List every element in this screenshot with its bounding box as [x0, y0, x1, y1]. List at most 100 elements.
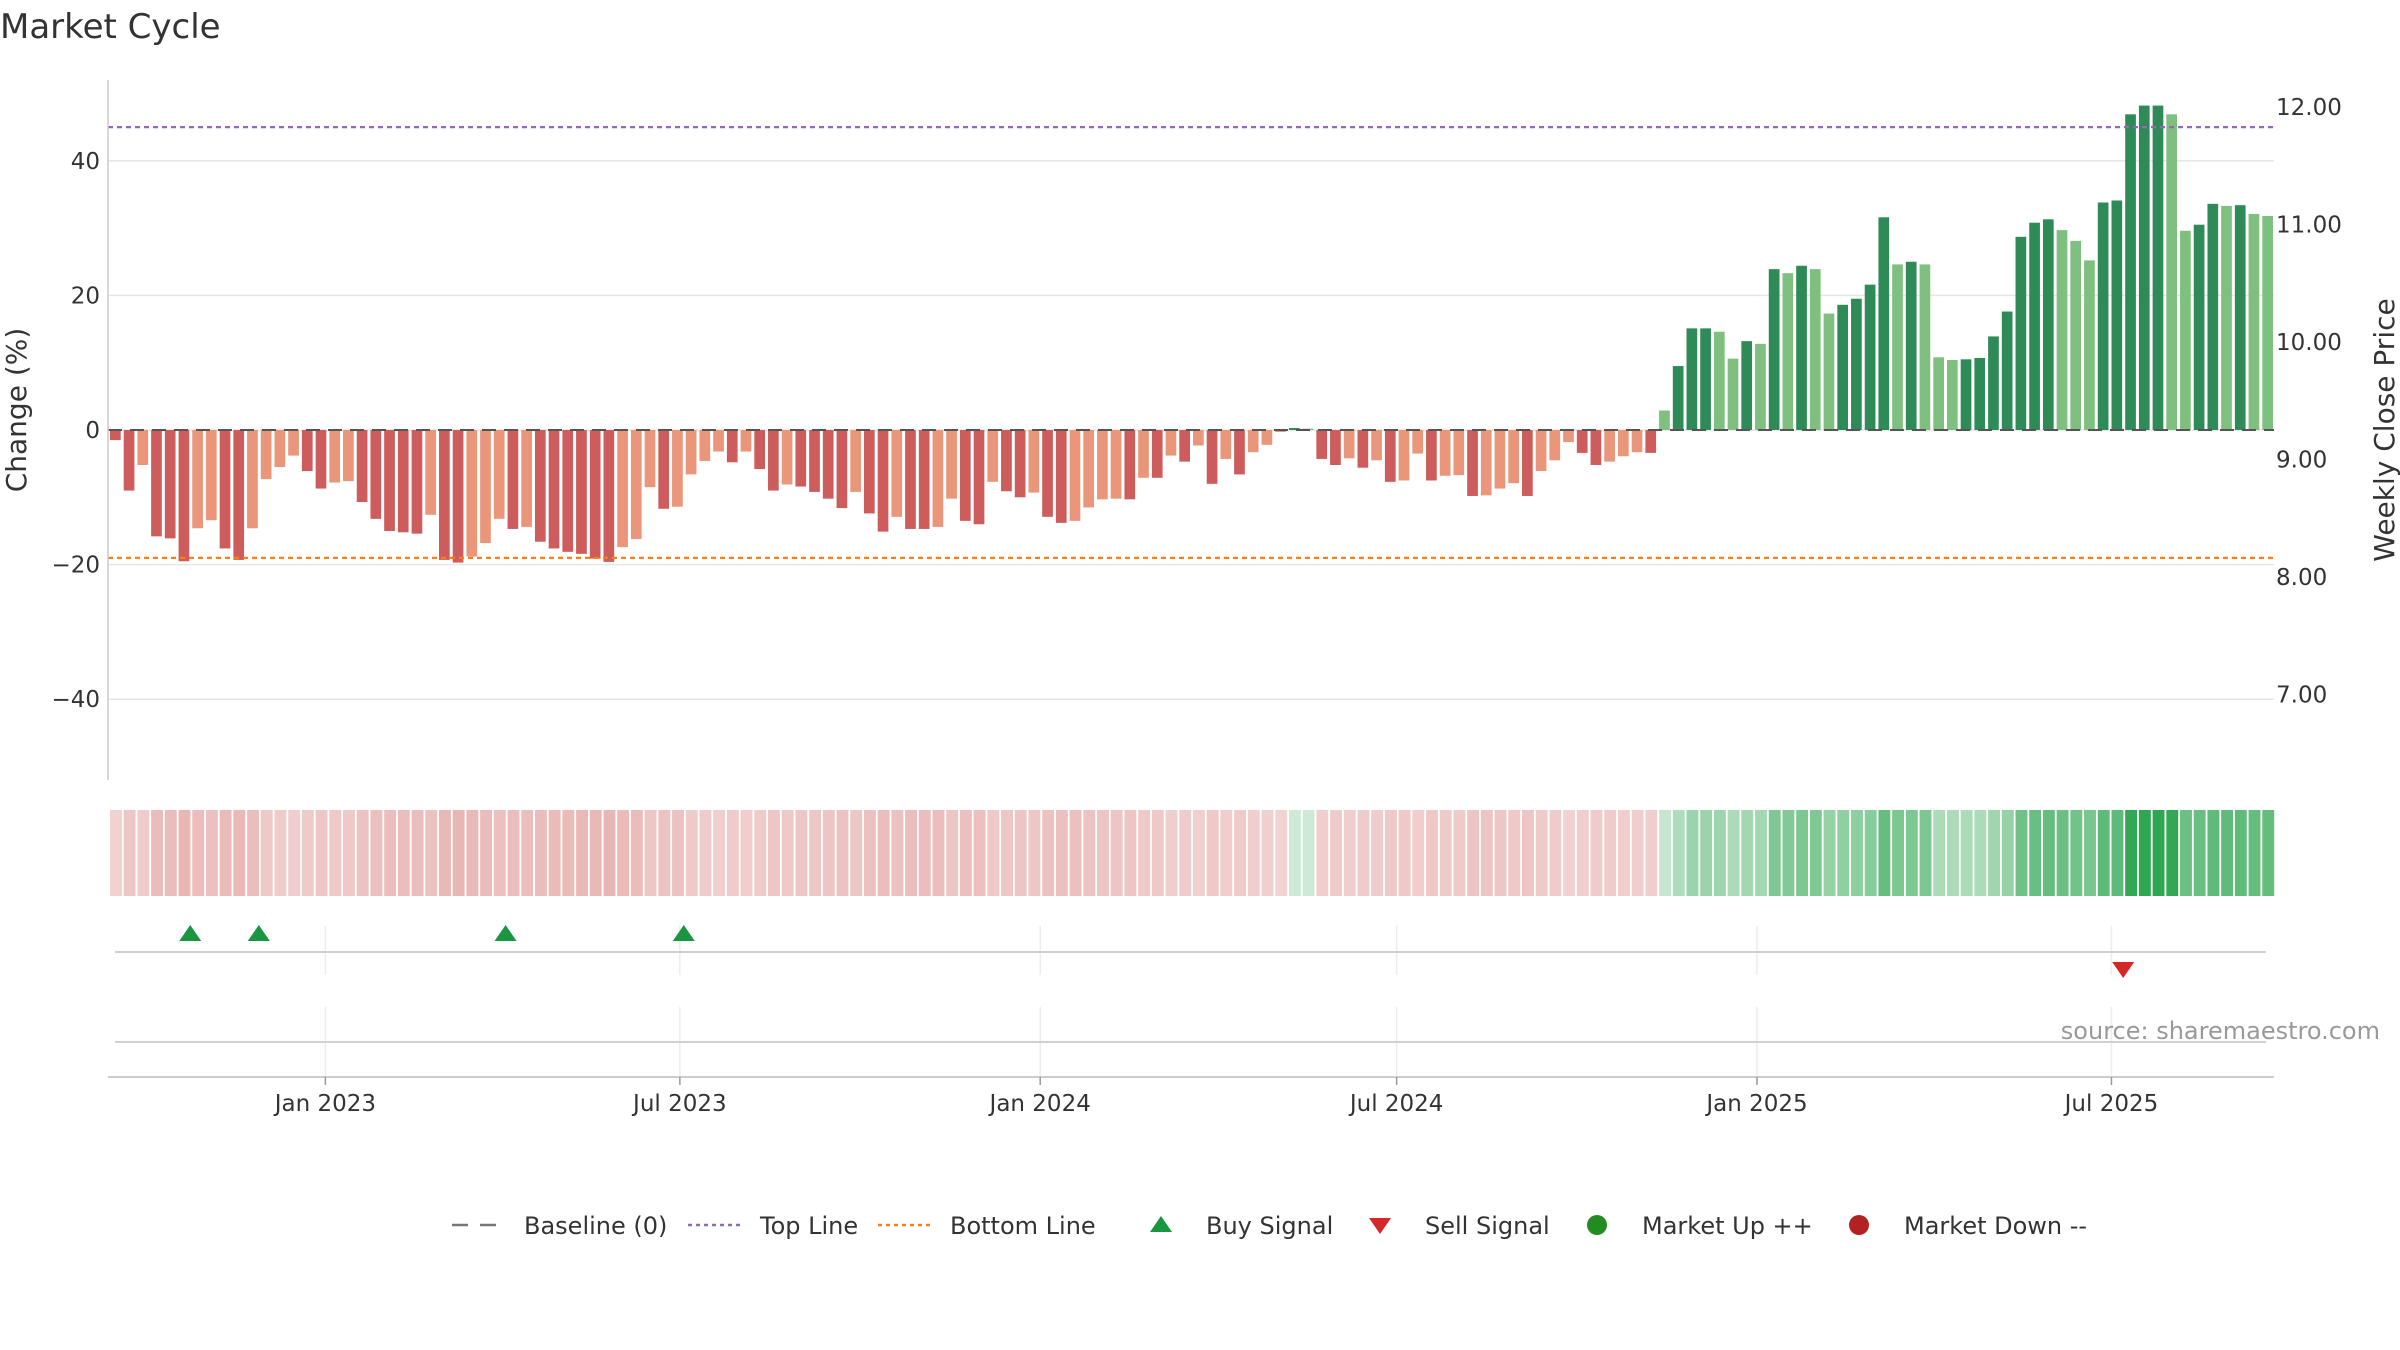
bar — [672, 430, 683, 507]
intensity-cell — [219, 810, 232, 896]
intensity-cell — [1371, 810, 1384, 896]
bar — [164, 430, 176, 539]
y2-tick-label: 12.00 — [2276, 95, 2342, 121]
bar — [1069, 430, 1081, 521]
intensity-cell — [1631, 810, 1644, 896]
bar — [1288, 427, 1300, 430]
intensity-cell — [617, 810, 630, 896]
triangle-down-icon — [1369, 1218, 1391, 1234]
bar — [1124, 430, 1136, 500]
bar — [932, 430, 944, 527]
y-tick-label: −40 — [51, 687, 100, 713]
bar — [507, 430, 519, 529]
intensity-cell — [548, 810, 561, 896]
intensity-cell — [1960, 810, 1973, 896]
bar — [987, 430, 999, 482]
intensity-cell — [891, 810, 904, 896]
intensity-cell — [1933, 810, 1946, 896]
intensity-cell — [959, 810, 972, 896]
bar — [2042, 219, 2054, 430]
y-tick-label: −20 — [51, 553, 100, 579]
y2-tick-label: 11.00 — [2276, 212, 2342, 238]
intensity-cell — [397, 810, 410, 896]
bar — [1357, 430, 1369, 468]
x-tick-label: Jul 2024 — [1348, 1091, 1444, 1117]
intensity-cell — [1453, 810, 1466, 896]
bar — [1933, 357, 1944, 430]
x-tick-label: Jan 2023 — [273, 1091, 376, 1117]
bar — [2029, 222, 2040, 430]
intensity-cell — [576, 810, 588, 896]
bar — [2193, 224, 2205, 430]
intensity-cell — [1782, 810, 1795, 896]
bar — [1617, 430, 1629, 457]
bar — [877, 430, 889, 532]
bar — [2125, 114, 2136, 431]
intensity-cell — [1905, 810, 1918, 896]
intensity-cell — [1261, 810, 1274, 896]
intensity-cell — [1741, 810, 1754, 896]
intensity-cell — [260, 810, 273, 896]
bar — [288, 430, 299, 456]
intensity-cell — [1549, 810, 1562, 896]
bar — [2262, 215, 2273, 430]
intensity-cell — [1343, 810, 1356, 896]
bar — [1234, 430, 1245, 475]
intensity-cell — [1645, 810, 1658, 896]
bar — [1330, 430, 1341, 465]
axes: 40 20 0 −20 −40 12.00 11.00 10.00 9.00 8.00 7.00 Ja… — [51, 80, 2342, 1117]
intensity-cell — [2207, 810, 2220, 896]
intensity-cell — [123, 810, 136, 896]
bar — [644, 430, 656, 488]
bar — [603, 430, 615, 562]
intensity-cell — [1809, 810, 1822, 896]
chart-title: Market Cycle — [0, 7, 221, 47]
legend-label: Bottom Line — [950, 1212, 1096, 1240]
bar — [1494, 430, 1506, 489]
y2-tick-label: 7.00 — [2276, 682, 2327, 708]
intensity-strip — [110, 810, 2275, 896]
intensity-cell — [1357, 810, 1370, 896]
intensity-cell — [1522, 810, 1534, 896]
bar — [1316, 430, 1328, 459]
y2-tick-label: 8.00 — [2276, 565, 2327, 591]
intensity-cell — [1686, 810, 1699, 896]
intensity-cell — [1713, 810, 1726, 896]
intensity-cell — [288, 810, 301, 896]
bar — [452, 430, 464, 563]
x-tick-label: Jul 2023 — [631, 1091, 727, 1117]
intensity-cell — [1412, 810, 1425, 896]
intensity-cell — [795, 810, 808, 896]
bar — [1727, 358, 1739, 430]
bar — [905, 430, 916, 529]
bar — [1508, 430, 1519, 484]
bar — [2152, 105, 2164, 431]
bar — [1796, 265, 1807, 430]
bar — [315, 430, 327, 489]
intensity-cell — [2193, 810, 2206, 896]
intensity-cell — [946, 810, 959, 896]
legend-item-top: Top Line — [688, 1212, 858, 1240]
intensity-cell — [1234, 810, 1247, 896]
intensity-cell — [1837, 810, 1850, 896]
legend-item-buy: Buy Signal — [1150, 1212, 1333, 1240]
y-axis-label: Change (%) — [0, 328, 33, 493]
bar — [2001, 311, 2013, 430]
bar — [1823, 313, 1835, 430]
intensity-cell — [329, 810, 342, 896]
buy-signal-marker — [179, 925, 202, 941]
intensity-cell — [1590, 810, 1603, 896]
intensity-cell — [1028, 810, 1041, 896]
intensity-cell — [589, 810, 602, 896]
bar — [247, 430, 258, 529]
x-tick-label: Jul 2025 — [2063, 1091, 2159, 1117]
intensity-cell — [2152, 810, 2165, 896]
intensity-cell — [2001, 810, 2014, 896]
bar — [1467, 430, 1478, 496]
bar — [329, 430, 341, 483]
intensity-cell — [164, 810, 177, 896]
bar — [699, 430, 711, 461]
bar — [1809, 269, 1821, 430]
bar — [1247, 430, 1259, 453]
